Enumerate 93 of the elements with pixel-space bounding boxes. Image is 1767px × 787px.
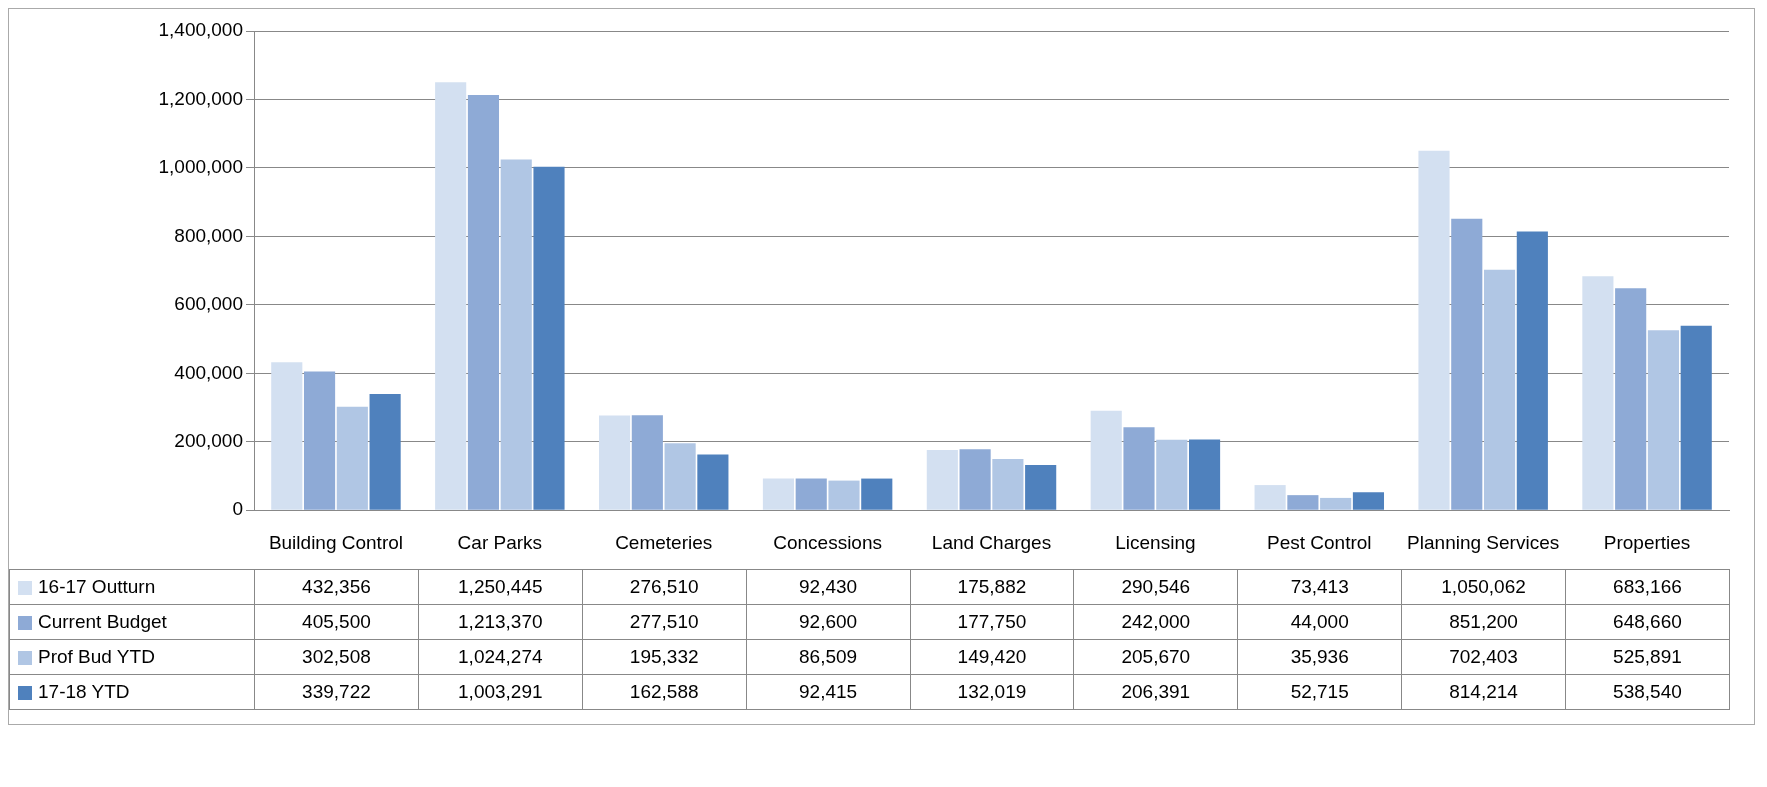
data-label: 175,882 bbox=[910, 569, 1074, 605]
bar bbox=[828, 480, 860, 510]
bar bbox=[336, 406, 368, 510]
x-tick-label: Planning Services bbox=[1407, 531, 1560, 553]
bar bbox=[369, 393, 401, 510]
bar bbox=[598, 415, 631, 510]
bar bbox=[1352, 492, 1385, 510]
bar bbox=[926, 450, 958, 510]
legend-label: Current Budget bbox=[38, 611, 167, 632]
data-label: 92,600 bbox=[746, 604, 910, 640]
x-tick-label: Car Parks bbox=[457, 531, 543, 553]
data-label: 276,510 bbox=[582, 569, 747, 605]
data-label: 92,415 bbox=[746, 674, 910, 710]
y-tick-label: 800,000 bbox=[174, 224, 243, 246]
data-label: 1,003,291 bbox=[418, 674, 583, 710]
data-label: 1,050,062 bbox=[1401, 569, 1566, 605]
data-label: 35,936 bbox=[1237, 639, 1402, 675]
bar bbox=[467, 94, 500, 510]
bar bbox=[533, 166, 565, 510]
bar bbox=[1451, 218, 1483, 510]
data-label: 162,588 bbox=[582, 674, 747, 710]
y-tick-label: 0 bbox=[232, 498, 243, 520]
data-label: 206,391 bbox=[1073, 674, 1238, 710]
data-label: 149,420 bbox=[910, 639, 1074, 675]
x-tick-label: Pest Control bbox=[1267, 531, 1372, 553]
data-label: 851,200 bbox=[1401, 604, 1566, 640]
bar bbox=[631, 415, 663, 510]
bar bbox=[1418, 150, 1450, 510]
data-label: 432,356 bbox=[254, 569, 419, 605]
data-label: 702,403 bbox=[1401, 639, 1566, 675]
y-tick-label: 600,000 bbox=[174, 293, 243, 315]
data-label: 44,000 bbox=[1237, 604, 1402, 640]
legend-label: Prof Bud YTD bbox=[38, 646, 155, 667]
x-tick-label: Properties bbox=[1603, 531, 1691, 553]
data-label: 52,715 bbox=[1237, 674, 1402, 710]
bar bbox=[1123, 427, 1155, 510]
bar bbox=[435, 82, 467, 510]
data-label: 1,250,445 bbox=[418, 569, 583, 605]
bar bbox=[1090, 410, 1122, 510]
data-label: 1,213,370 bbox=[418, 604, 583, 640]
bar bbox=[697, 454, 729, 510]
bar bbox=[500, 159, 532, 510]
data-label: 683,166 bbox=[1565, 569, 1730, 605]
data-label: 525,891 bbox=[1565, 639, 1730, 675]
bar bbox=[1320, 497, 1352, 510]
bar bbox=[1483, 269, 1516, 510]
data-label: 405,500 bbox=[254, 604, 419, 640]
y-tick-label: 400,000 bbox=[174, 361, 243, 383]
bar bbox=[992, 459, 1024, 510]
bar bbox=[1188, 439, 1221, 510]
legend-label: 16-17 Outturn bbox=[38, 576, 156, 597]
data-label: 339,722 bbox=[254, 674, 419, 710]
y-tick-label: 200,000 bbox=[174, 429, 243, 451]
data-label: 195,332 bbox=[582, 639, 747, 675]
data-label: 132,019 bbox=[910, 674, 1074, 710]
data-label: 242,000 bbox=[1073, 604, 1238, 640]
bar bbox=[1680, 325, 1712, 510]
x-tick-label: Cemeteries bbox=[615, 531, 713, 553]
bar bbox=[1647, 330, 1680, 510]
y-tick-label: 1,400,000 bbox=[158, 19, 243, 41]
bar bbox=[1025, 465, 1057, 510]
y-tick-label: 1,200,000 bbox=[158, 87, 243, 109]
x-tick-label: Licensing bbox=[1115, 531, 1196, 553]
bar bbox=[303, 371, 336, 510]
x-tick-label: Land Charges bbox=[931, 531, 1052, 553]
data-label: 538,540 bbox=[1565, 674, 1730, 710]
data-label: 302,508 bbox=[254, 639, 419, 675]
data-label: 205,670 bbox=[1073, 639, 1238, 675]
data-label: 277,510 bbox=[582, 604, 747, 640]
bar bbox=[1615, 288, 1647, 510]
data-label: 1,024,274 bbox=[418, 639, 583, 675]
bar bbox=[1582, 276, 1614, 510]
data-label: 92,430 bbox=[746, 569, 910, 605]
bar bbox=[762, 478, 795, 510]
data-label: 814,214 bbox=[1401, 674, 1566, 710]
bar bbox=[1287, 495, 1319, 510]
bar bbox=[959, 449, 991, 510]
x-tick-label: Building Control bbox=[268, 531, 404, 553]
data-label: 290,546 bbox=[1073, 569, 1238, 605]
bar bbox=[861, 478, 893, 510]
data-label: 73,413 bbox=[1237, 569, 1402, 605]
bar bbox=[1254, 485, 1286, 510]
bar bbox=[664, 443, 696, 510]
data-label: 177,750 bbox=[910, 604, 1074, 640]
bar bbox=[1156, 439, 1188, 510]
data-label: 648,660 bbox=[1565, 604, 1730, 640]
x-tick-label: Concessions bbox=[773, 531, 882, 553]
bar bbox=[1516, 231, 1548, 510]
legend-label: 17-18 YTD bbox=[38, 681, 130, 702]
bar bbox=[795, 478, 827, 510]
data-label: 86,509 bbox=[746, 639, 910, 675]
y-tick-label: 1,000,000 bbox=[158, 156, 243, 178]
bar bbox=[271, 362, 303, 510]
